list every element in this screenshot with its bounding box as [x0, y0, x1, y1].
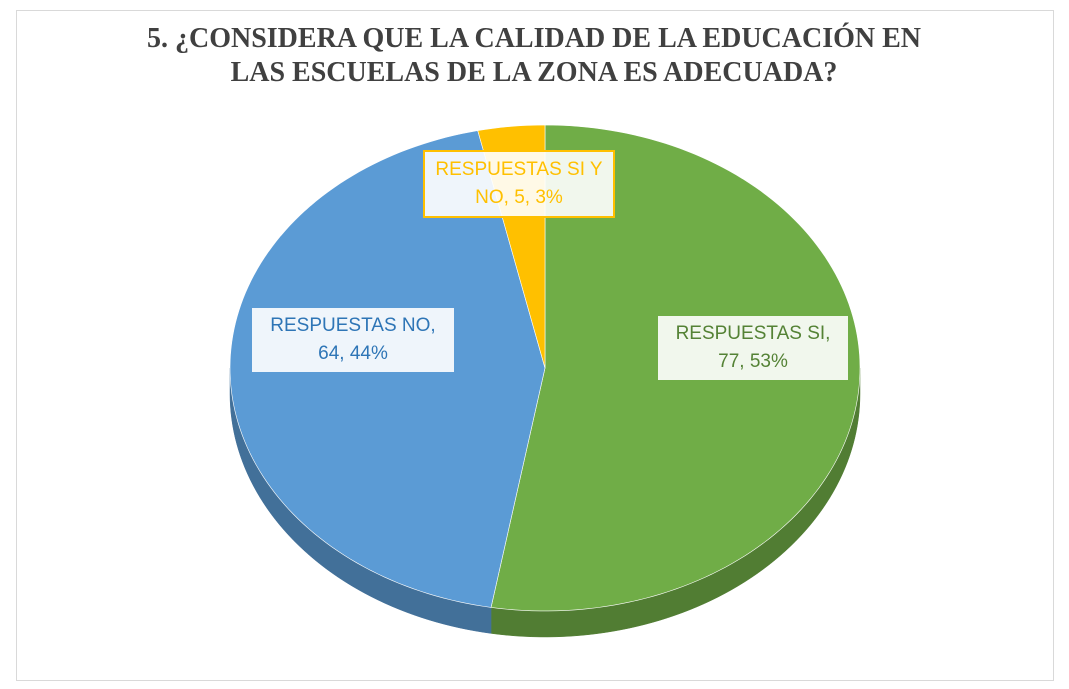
label-value: 5, 3% — [514, 187, 563, 208]
chart-title: 5. ¿CONSIDERA QUE LA CALIDAD DE LA EDUCA… — [146, 23, 921, 88]
label-value: 64, 44% — [318, 343, 388, 364]
data-label: RESPUESTAS NO, 64, 44% — [252, 308, 454, 372]
label-category: RESPUESTAS SI Y NO — [435, 159, 603, 208]
label-value: 77, 53% — [718, 351, 788, 372]
data-label: RESPUESTAS SI, 77, 53% — [658, 316, 848, 380]
label-category: RESPUESTAS SI — [675, 323, 826, 344]
label-category: RESPUESTAS NO — [270, 315, 431, 336]
chart-frame — [16, 10, 1054, 681]
data-label: RESPUESTAS SI Y NO, 5, 3% — [423, 150, 615, 218]
